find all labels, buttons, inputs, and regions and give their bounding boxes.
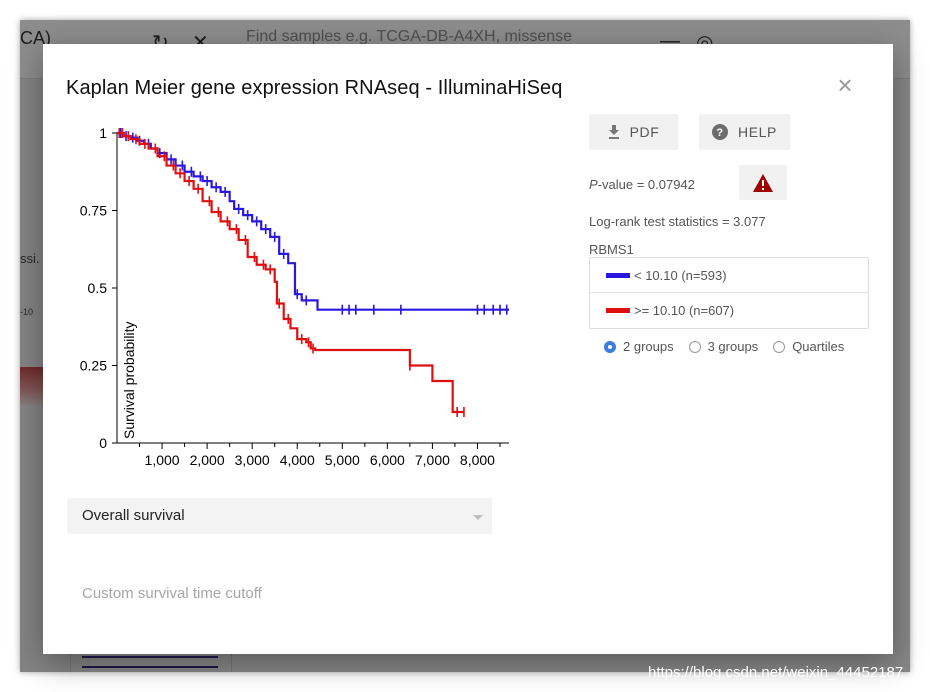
chevron-down-icon xyxy=(473,515,483,520)
dialog-title: Kaplan Meier gene expression RNAseq - Il… xyxy=(66,77,563,99)
background-title: CA) xyxy=(20,28,51,48)
help-button[interactable]: ? HELP xyxy=(699,114,790,150)
warning-icon xyxy=(753,173,773,192)
survival-type-value: Overall survival xyxy=(82,507,185,524)
download-icon xyxy=(608,125,619,139)
y-tick-label: 0.75 xyxy=(80,203,107,219)
radio-3-groups-label: 3 groups xyxy=(707,339,759,354)
logrank-text: Log-rank test statistics = 3.077 xyxy=(589,214,766,229)
background-side-tick: -10 xyxy=(20,307,34,317)
survival-type-select[interactable]: Overall survival xyxy=(67,498,492,534)
legend-item-high[interactable]: >= 10.10 (n=607) xyxy=(590,293,868,327)
background-track xyxy=(82,656,218,668)
survival-curve-0 xyxy=(117,131,509,311)
pvalue-prefix: P xyxy=(589,177,598,192)
survival-cutoff-input[interactable]: Custom survival time cutoff xyxy=(82,585,262,602)
group-legend: < 10.10 (n=593) >= 10.10 (n=607) xyxy=(589,257,869,329)
legend-label-low: < 10.10 (n=593) xyxy=(634,267,727,283)
legend-swatch-low xyxy=(606,272,630,278)
help-icon: ? xyxy=(712,124,728,140)
x-tick-label: 3,000 xyxy=(235,452,270,468)
y-tick-label: 0.25 xyxy=(80,358,107,374)
x-tick-label: 7,000 xyxy=(415,452,450,468)
x-tick-label: 2,000 xyxy=(190,452,225,468)
x-tick-label: 5,000 xyxy=(325,452,360,468)
background-search-input: Find samples e.g. TCGA-DB-A4XH, missense xyxy=(246,28,573,45)
grouping-radios: 2 groups 3 groups Quartiles xyxy=(604,339,859,354)
pvalue-text: P-value = 0.07942 xyxy=(589,177,695,192)
gene-name: RBMS1 xyxy=(589,242,634,257)
close-dialog-button[interactable]: × xyxy=(837,70,853,100)
svg-text:?: ? xyxy=(716,127,723,139)
x-tick-label: 8,000 xyxy=(460,452,495,468)
y-tick-label: 0.5 xyxy=(88,280,108,296)
pvalue-value: -value = 0.07942 xyxy=(597,177,695,192)
x-tick-label: 6,000 xyxy=(370,452,405,468)
survival-curve-1 xyxy=(117,131,464,414)
radio-unselected-icon xyxy=(773,340,786,353)
x-tick-label: 4,000 xyxy=(280,452,315,468)
legend-item-low[interactable]: < 10.10 (n=593) xyxy=(590,258,868,293)
radio-selected-icon xyxy=(604,340,616,353)
y-tick-label: 1 xyxy=(99,125,107,141)
radio-2-groups[interactable]: 2 groups xyxy=(604,339,674,354)
x-tick-label: 1,000 xyxy=(145,452,180,468)
pdf-button-label: PDF xyxy=(629,124,660,140)
y-tick-label: 0 xyxy=(99,435,107,451)
background-side-label: ssi. xyxy=(20,251,40,266)
pdf-button[interactable]: PDF xyxy=(589,114,678,150)
radio-3-groups[interactable]: 3 groups xyxy=(688,339,759,354)
y-axis-label: Survival probability xyxy=(121,322,137,440)
km-dialog: Kaplan Meier gene expression RNAseq - Il… xyxy=(43,44,893,654)
legend-label-high: >= 10.10 (n=607) xyxy=(634,302,735,318)
radio-quartiles[interactable]: Quartiles xyxy=(773,339,844,354)
legend-swatch-high xyxy=(606,307,630,313)
watermark-text: https://blog.csdn.net/weixin_44452187 xyxy=(648,664,904,681)
radio-2-groups-label: 2 groups xyxy=(623,339,674,354)
warning-button[interactable] xyxy=(739,165,787,200)
radio-quartiles-label: Quartiles xyxy=(792,339,845,354)
help-button-label: HELP xyxy=(738,124,777,140)
radio-unselected-icon xyxy=(688,340,701,353)
km-chart: 0 0.25 0.5 0.75 1 1,000 2,000 3,000 4,000 5,000 6,… xyxy=(80,125,509,468)
